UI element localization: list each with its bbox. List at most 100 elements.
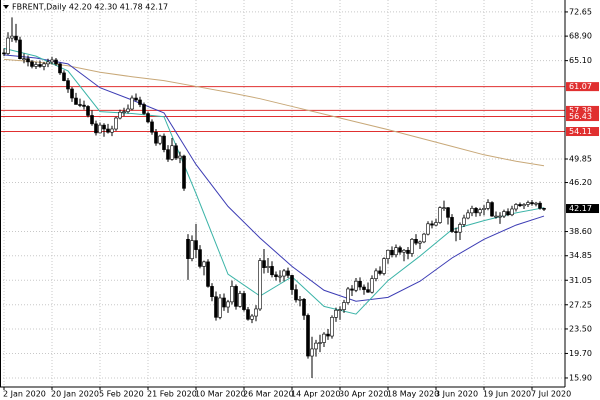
- candle-body: [234, 286, 238, 307]
- candle-body: [466, 212, 470, 219]
- price-label-box: [566, 204, 599, 214]
- candle-body: [202, 261, 206, 267]
- candle-body: [306, 315, 310, 357]
- candle-body: [182, 155, 186, 189]
- level-label: 54.11: [569, 127, 592, 136]
- candle-body: [502, 211, 506, 217]
- candle-body: [118, 111, 122, 119]
- candle-body: [54, 59, 58, 65]
- candle-body: [242, 293, 246, 310]
- candle-body: [318, 342, 322, 344]
- candle-body: [330, 317, 334, 337]
- candle-body: [102, 124, 106, 130]
- candle-body: [338, 309, 342, 311]
- candle-body: [142, 104, 146, 114]
- candle-body: [162, 135, 166, 150]
- y-tick-label: 34.85: [569, 251, 592, 260]
- candle-body: [458, 224, 462, 233]
- candle-body: [50, 59, 54, 63]
- candle-body: [430, 223, 434, 226]
- candle-body: [454, 231, 458, 233]
- candle-body: [270, 266, 274, 276]
- candle-body: [34, 64, 38, 67]
- level-label: 57.38: [569, 106, 592, 115]
- candle-body: [178, 155, 182, 159]
- y-tick-label: 27.25: [569, 300, 592, 309]
- candle-body: [538, 202, 542, 209]
- x-tick-label: 20 Jan 2020: [51, 390, 99, 399]
- candle-body: [74, 97, 78, 105]
- candle-body: [170, 145, 174, 160]
- level-label: 61.07: [569, 82, 592, 91]
- candle-body: [134, 97, 138, 101]
- candle-body: [98, 124, 102, 134]
- x-tick-label: 10 Mar 2020: [195, 390, 246, 399]
- candle-body: [506, 211, 510, 216]
- candle-body: [542, 208, 546, 210]
- candle-body: [334, 309, 338, 318]
- candle-body: [86, 106, 90, 116]
- candle-body: [374, 270, 378, 279]
- candle-body: [298, 298, 302, 301]
- candle-body: [42, 63, 46, 67]
- candle-body: [370, 278, 374, 293]
- candle-body: [486, 202, 490, 209]
- y-tick-label: 15.90: [569, 373, 592, 382]
- candle-body: [362, 286, 366, 290]
- candle-body: [210, 286, 214, 298]
- candle-body: [194, 240, 198, 250]
- candle-body: [214, 296, 218, 318]
- x-tick-label: 14 Apr 2020: [291, 390, 340, 399]
- candle-body: [150, 121, 154, 133]
- candle-body: [526, 202, 530, 205]
- candle-body: [6, 37, 10, 54]
- candle-body: [402, 249, 406, 253]
- y-tick-label: 23.50: [569, 324, 592, 333]
- level-label-box: [566, 105, 599, 115]
- candle-body: [354, 280, 358, 291]
- candle-body: [278, 275, 282, 278]
- candle-body: [386, 249, 390, 259]
- candle-body: [470, 208, 474, 214]
- moving-average: [3, 47, 545, 315]
- level-label-box: [566, 127, 599, 137]
- candle-body: [286, 270, 290, 276]
- candle-body: [498, 215, 502, 218]
- candle-body: [230, 286, 234, 303]
- candle-body: [38, 64, 42, 67]
- y-tick-label: 38.60: [569, 227, 592, 236]
- candle-body: [70, 88, 74, 99]
- candle-body: [18, 39, 22, 59]
- candle-body: [262, 260, 266, 268]
- candle-body: [158, 135, 162, 144]
- candle-body: [494, 215, 498, 218]
- candle-body: [62, 72, 66, 81]
- candle-body: [382, 258, 386, 274]
- candle-body: [190, 240, 194, 259]
- x-tick-label: 5 Feb 2020: [99, 390, 144, 399]
- candle-body: [418, 241, 422, 244]
- candle-body: [218, 297, 222, 318]
- x-tick-label: 30 Apr 2020: [339, 390, 388, 399]
- candle-body: [530, 202, 534, 205]
- chart-title: FBRENT,Daily 42.20 42.30 41.78 42.17: [12, 3, 168, 12]
- candle-body: [30, 61, 34, 67]
- candle-body: [326, 333, 330, 337]
- x-tick-label: 3 Jun 2020: [435, 390, 478, 399]
- y-tick-label: 46.20: [569, 178, 592, 187]
- candle-body: [90, 115, 94, 125]
- candle-body: [186, 238, 190, 259]
- x-tick-label: 7 Jul 2020: [531, 390, 571, 399]
- y-tick-label: 65.10: [569, 56, 592, 65]
- candle-body: [58, 63, 62, 74]
- moving-average: [3, 58, 545, 167]
- candle-body: [246, 309, 250, 320]
- candle-body: [434, 222, 438, 226]
- candle-body: [410, 238, 414, 254]
- candle-body: [166, 149, 170, 160]
- candle-body: [206, 261, 210, 287]
- candle-body: [422, 233, 426, 243]
